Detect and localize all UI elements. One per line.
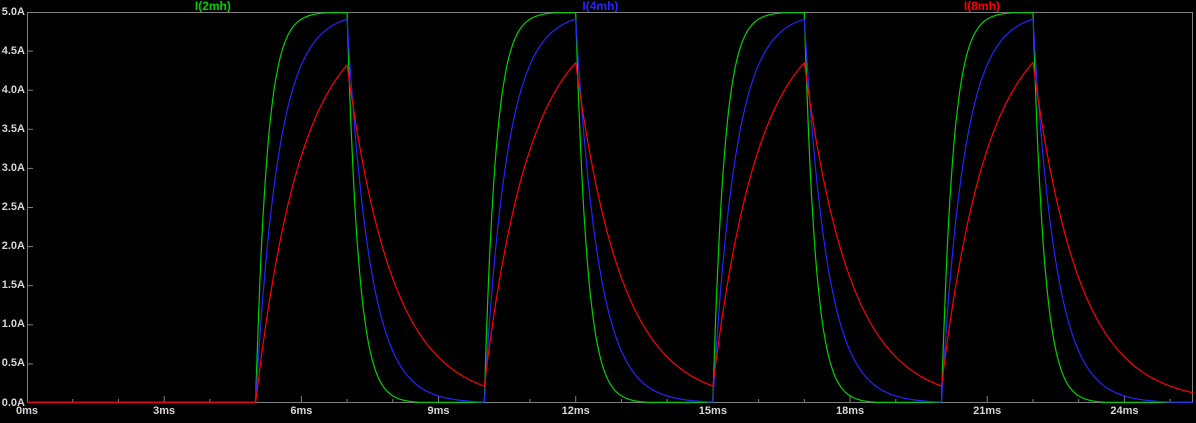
x-tick-label: 0ms <box>15 405 39 417</box>
x-tick-label: 15ms <box>698 405 727 417</box>
x-tick-label: 9ms <box>427 405 450 417</box>
y-tick-label: 5.0A <box>1 5 25 18</box>
plot-frame <box>27 12 1193 403</box>
x-tick-label: 3ms <box>153 405 176 417</box>
y-tick-label: 3.0A <box>1 161 25 174</box>
y-tick-label: 0.5A <box>1 357 25 370</box>
x-tick-label: 24ms <box>1110 405 1139 417</box>
trace-label-i2mh[interactable]: I(2mh) <box>194 0 231 13</box>
plot-canvas[interactable] <box>27 12 1193 403</box>
x-tick-label: 12ms <box>561 405 590 417</box>
y-tick-label: 4.0A <box>1 83 25 96</box>
trace-i2mh[interactable] <box>27 12 1193 403</box>
y-tick-label: 3.5A <box>1 122 25 135</box>
x-tick-label: 6ms <box>290 405 313 417</box>
plot-area[interactable] <box>27 12 1193 403</box>
y-tick-label: 2.0A <box>1 240 25 253</box>
trace-label-i4mh[interactable]: I(4mh) <box>582 0 619 13</box>
trace-label-i8mh[interactable]: I(8mh) <box>963 0 1000 13</box>
y-tick-label: 4.5A <box>1 44 25 57</box>
y-tick-label: 0.0A <box>1 396 25 409</box>
trace-legend: I(2mh) I(4mh) I(8mh) <box>0 0 1196 12</box>
x-tick-label: 18ms <box>835 405 865 417</box>
y-tick-label: 1.0A <box>1 318 25 331</box>
trace-i8mh[interactable] <box>27 61 1193 403</box>
x-tick-label: 21ms <box>973 405 1002 417</box>
y-tick-label: 2.5A <box>1 201 25 213</box>
trace-i4mh[interactable] <box>27 18 1193 403</box>
y-tick-label: 1.5A <box>1 279 25 292</box>
